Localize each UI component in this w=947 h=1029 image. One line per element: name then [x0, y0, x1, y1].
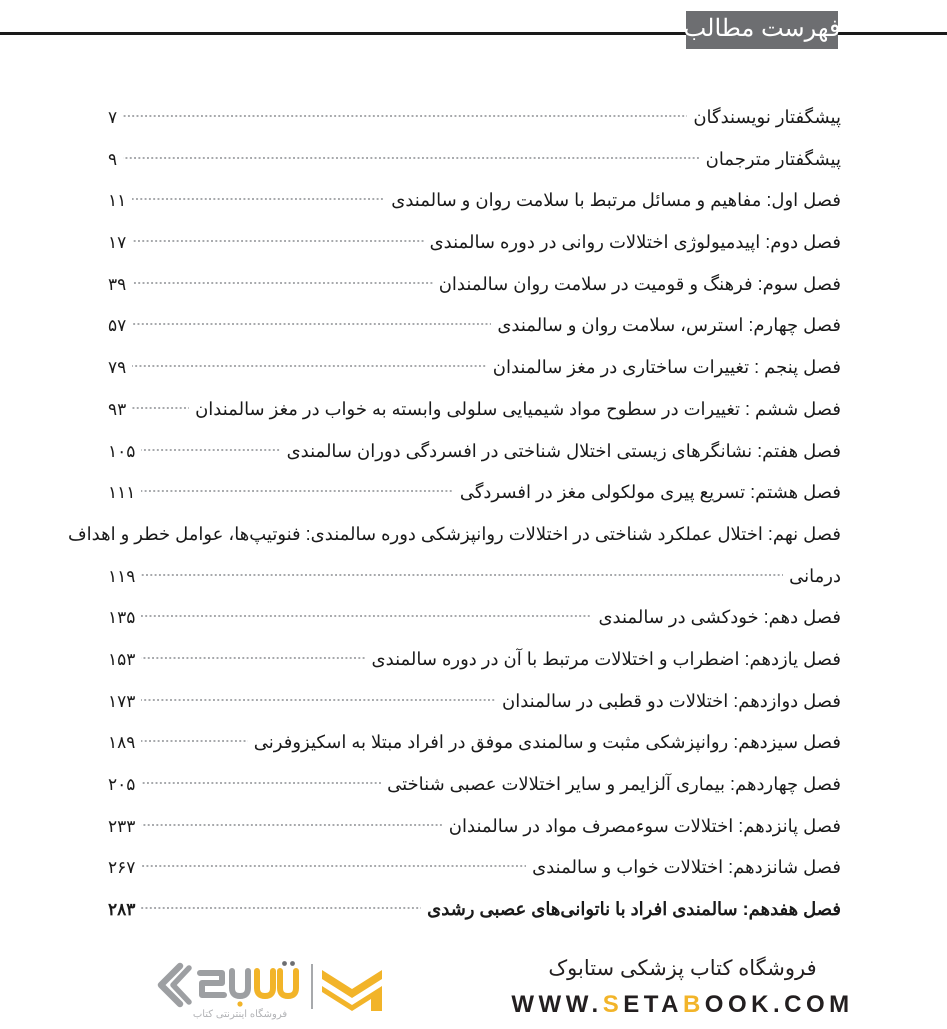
svg-text:فروشگاه اینترنتی کتاب: فروشگاه اینترنتی کتاب: [193, 1008, 288, 1020]
